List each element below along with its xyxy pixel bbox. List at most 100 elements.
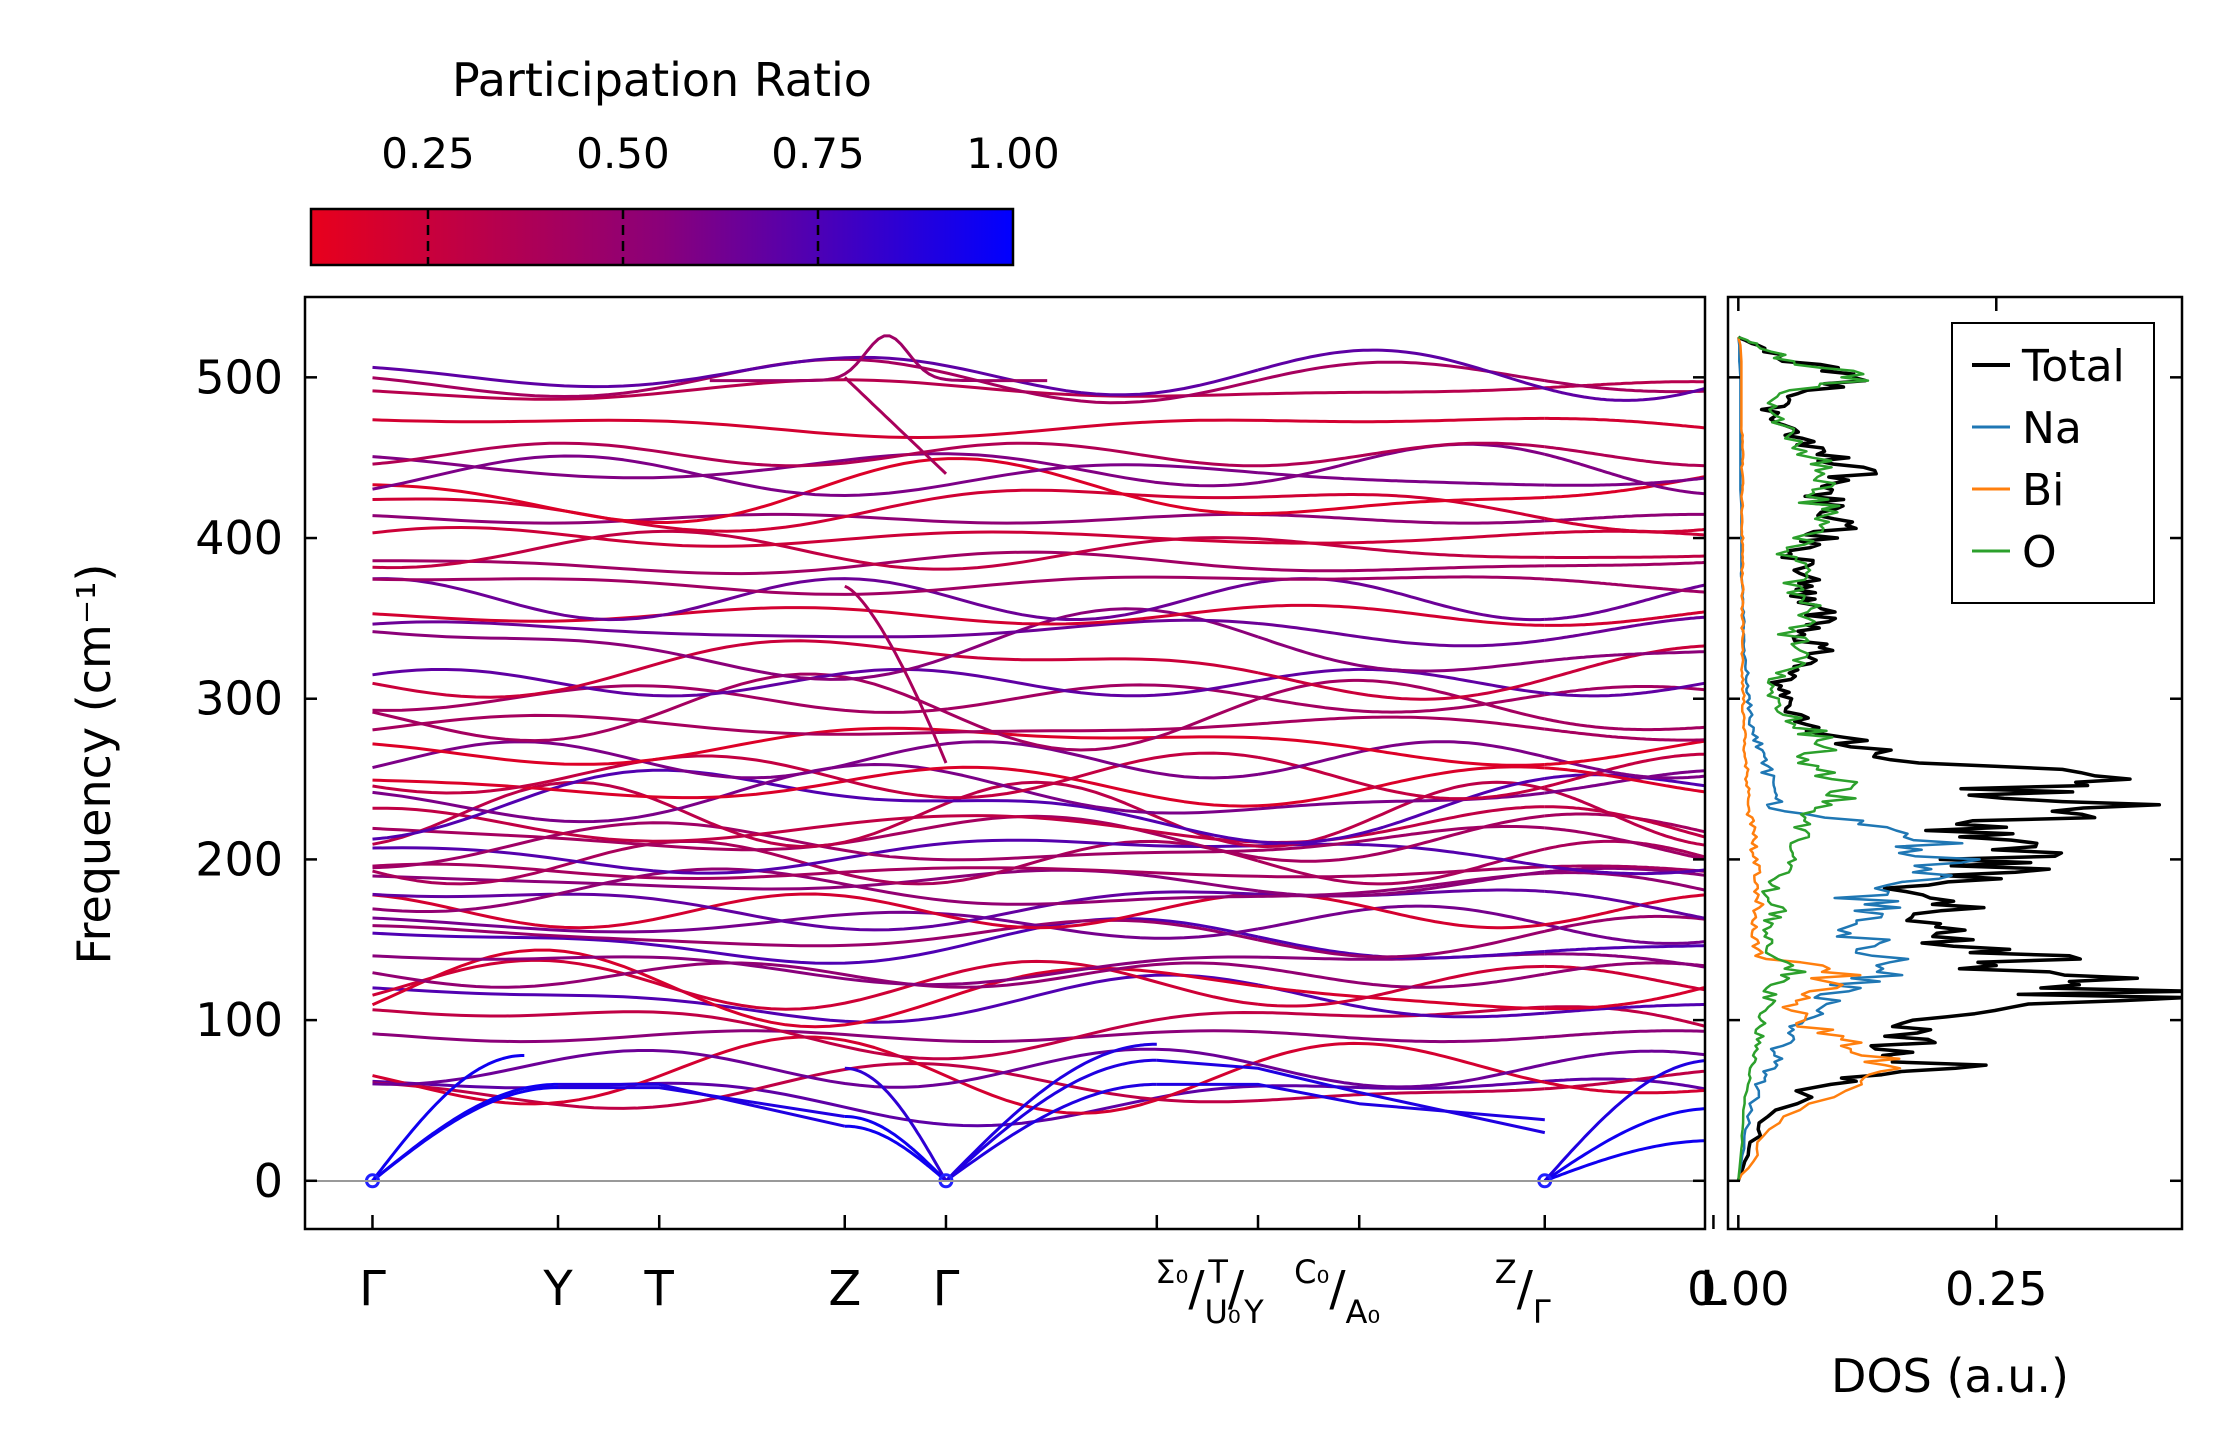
band-line [1257,870,1545,898]
dos-series-bi [1737,336,1902,1182]
kpoint-label-composite: T/Y [1207,1253,1264,1331]
band-line [1257,865,1545,879]
band-line [1544,644,1705,681]
legend-box [1951,322,2155,604]
dos-x-axis-label: DOS (a.u.) [1831,1349,2069,1403]
kpoint-label: T [644,1261,675,1317]
band-line [1258,416,1545,424]
band-line [1257,496,1545,516]
band-line [1544,727,1705,742]
band-line [1544,944,1705,953]
band-line [372,867,1259,913]
band-line [1257,929,1546,959]
band-line [1544,923,1705,945]
band-line [1257,1087,1545,1103]
band-line [1257,892,1545,930]
band-line [1544,386,1705,402]
band-line [1544,610,1705,627]
band-line [1544,516,1705,534]
band-line [372,1029,1259,1044]
band-line [1544,766,1705,794]
kpoint-label: Γ [359,1261,386,1317]
band-line [1257,765,1545,808]
band-line [844,1066,948,1182]
band-line [1544,560,1705,568]
dos-x-tick-label: 0.00 [1687,1262,1789,1316]
band-line [1544,512,1705,523]
band-line [558,1082,846,1128]
band-line [372,452,1259,488]
band-line [1257,693,1546,714]
band-line [372,892,1259,930]
legend-label: Na [2022,403,2082,454]
band-line [1257,814,1545,863]
band-line [1258,1005,1545,1018]
colorbar-bar [309,207,1015,267]
band-line [1257,1030,1545,1044]
band-line [1257,904,1546,931]
band-line [944,1042,1157,1182]
colorbar-tick-label: 1.00 [966,129,1060,178]
legend-label: Total [2021,341,2125,392]
band-line [1544,914,1705,933]
band-line [709,334,1048,383]
band-line [1257,564,1545,573]
band-line [372,526,1259,548]
band-line [372,683,1259,714]
band-line [372,577,1259,622]
band-line [372,639,1259,699]
band-line [372,1047,1259,1089]
colorbar: Participation Ratio 0.25 0.50 0.75 1.00 [309,53,1060,267]
band-line [372,457,1259,524]
band-line [372,618,1259,639]
colorbar-title: Participation Ratio [452,53,872,107]
band-line [372,672,1259,752]
y-tick-label: 200 [195,832,283,886]
y-tick-label: 400 [195,511,283,565]
band-line [1257,360,1546,383]
band-line [1257,740,1546,776]
y-tick-label: 500 [195,350,283,404]
band-line [372,768,1259,844]
dos-axis: 0.00 0.25 [1687,297,2182,1316]
band-line [843,376,948,475]
band-line [1544,476,1705,487]
colorbar-tick-label: 0.50 [576,129,670,178]
band-line [372,780,1259,848]
band-line [1257,471,1545,487]
band-line [371,1082,558,1182]
band-line [1544,985,1705,1011]
band-line [1257,965,1546,989]
band-line [1544,1049,1705,1066]
band-line [1257,678,1546,721]
legend-label: O [2022,527,2057,578]
band-line [1257,493,1546,520]
band-line [1257,847,1546,886]
band-line [1544,717,1705,732]
band-plot-frame [303,295,1707,1231]
band-line [844,1115,948,1182]
band-line [372,890,1259,932]
colorbar-tick-label: 0.25 [381,129,475,178]
dos-legend: Total Na Bi O [1951,322,2155,604]
dos-series-na [1737,337,1981,1181]
band-line [1544,952,1705,969]
band-line [1257,715,1545,731]
y-tick-label: 100 [195,993,283,1047]
band-line [1257,824,1545,852]
band-line [1544,379,1705,394]
band-line [1544,787,1705,847]
band-line [945,1082,1157,1183]
band-line [1257,386,1545,396]
band-line [1544,805,1705,839]
band-line [1544,1029,1705,1039]
band-line [372,605,1259,626]
band-line [1544,739,1705,766]
band-line [372,954,1259,987]
band-line [372,529,1259,571]
band-line [1156,1058,1546,1135]
band-line [372,550,1259,576]
dos-series-o [1737,336,1870,1181]
band-line [1257,1041,1546,1084]
band-line [1257,984,1545,1011]
